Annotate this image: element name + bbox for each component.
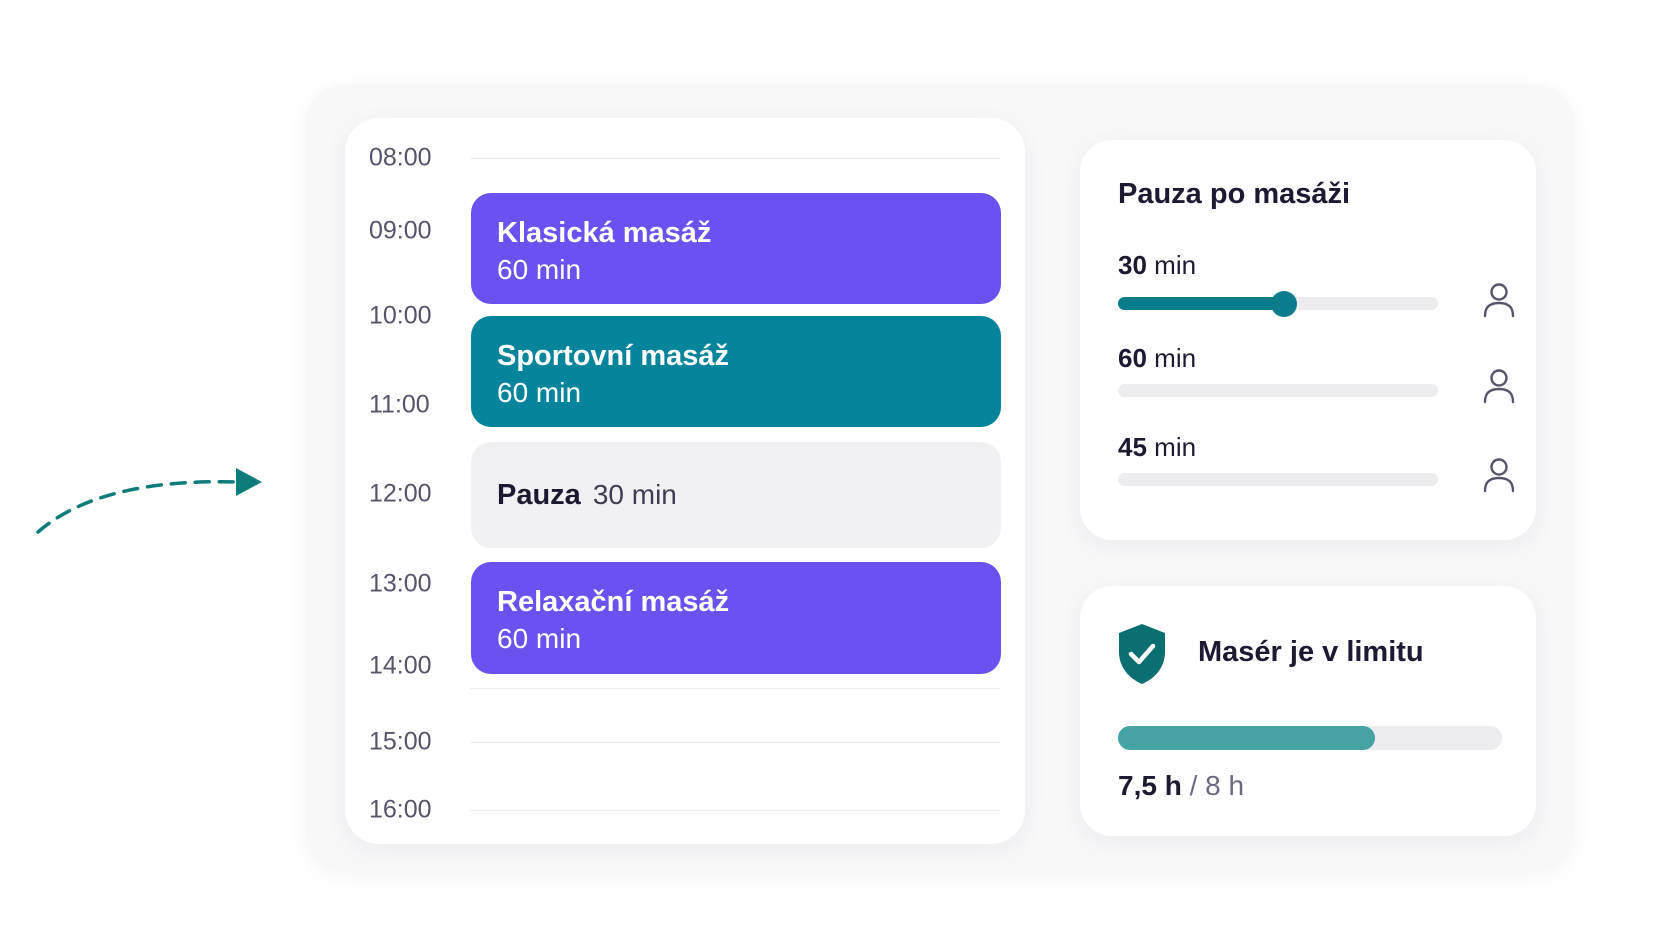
option-unit: min: [1154, 343, 1197, 373]
person-icon: [1483, 283, 1515, 318]
pause-slider[interactable]: [1118, 473, 1438, 486]
person-icon: [1483, 369, 1515, 404]
time-label: 14:00: [369, 651, 432, 680]
option-unit: min: [1154, 432, 1197, 462]
pause-card-title: Pauza po masáži: [1118, 178, 1351, 210]
event-duration: 60 min: [497, 377, 582, 408]
option-value: 45: [1118, 432, 1147, 462]
event-sportovni-masaz[interactable]: Sportovní masáž 60 min: [471, 316, 1001, 427]
time-label: 10:00: [369, 301, 432, 330]
limit-title: Masér je v limitu: [1198, 636, 1424, 668]
limit-card: Masér je v limitu 7,5 h / 8 h: [1080, 586, 1536, 836]
grid-line: [470, 158, 1000, 159]
time-label: 12:00: [369, 479, 432, 508]
event-title: Relaxační masáž: [497, 586, 730, 618]
limit-total: 8 h: [1205, 770, 1245, 801]
time-label: 13:00: [369, 569, 432, 598]
time-label: 09:00: [369, 216, 432, 245]
grid-line: [470, 742, 1000, 743]
limit-progress-fill: [1118, 726, 1376, 750]
pause-settings-card: Pauza po masáži 30 min 60 min 45 min: [1080, 140, 1536, 540]
event-duration: 60 min: [497, 623, 582, 654]
pause-slider[interactable]: [1118, 290, 1438, 317]
event-duration: 30 min: [592, 479, 677, 510]
slider-fill: [1118, 297, 1285, 310]
slider-thumb[interactable]: [1271, 290, 1298, 317]
day-schedule: 08:00 09:00 10:00 11:00 12:00 13:00 14:0…: [345, 118, 1025, 844]
limit-used: 7,5 h: [1118, 770, 1182, 801]
option-value: 30: [1118, 250, 1147, 280]
person-icon: [1483, 458, 1515, 493]
pause-option-label: 60 min: [1118, 343, 1196, 374]
shield-check-icon: [1119, 624, 1165, 684]
option-value: 60: [1118, 343, 1147, 373]
limit-progress-bar: [1118, 726, 1502, 750]
time-label: 11:00: [369, 390, 430, 419]
dashed-arrow-icon: [36, 468, 262, 534]
grid-line: [470, 810, 1000, 811]
pause-slider[interactable]: [1118, 384, 1438, 397]
pause-option-label: 45 min: [1118, 432, 1196, 463]
time-label: 08:00: [369, 143, 432, 172]
event-title: Pauza: [497, 478, 581, 511]
pause-option-label: 30 min: [1118, 250, 1196, 281]
event-duration: 60 min: [497, 254, 582, 285]
grid-line: [470, 688, 1000, 689]
limit-readout: 7,5 h / 8 h: [1118, 770, 1244, 802]
option-unit: min: [1154, 250, 1197, 280]
event-title: Sportovní masáž: [497, 340, 730, 372]
time-label: 15:00: [369, 727, 432, 756]
event-pauza[interactable]: Pauza 30 min: [471, 442, 1001, 548]
event-title: Klasická masáž: [497, 217, 712, 249]
event-klasicka-masaz[interactable]: Klasická masáž 60 min: [471, 193, 1001, 304]
time-label: 16:00: [369, 795, 432, 824]
event-relaxacni-masaz[interactable]: Relaxační masáž 60 min: [471, 562, 1001, 674]
limit-separator: /: [1189, 770, 1198, 801]
